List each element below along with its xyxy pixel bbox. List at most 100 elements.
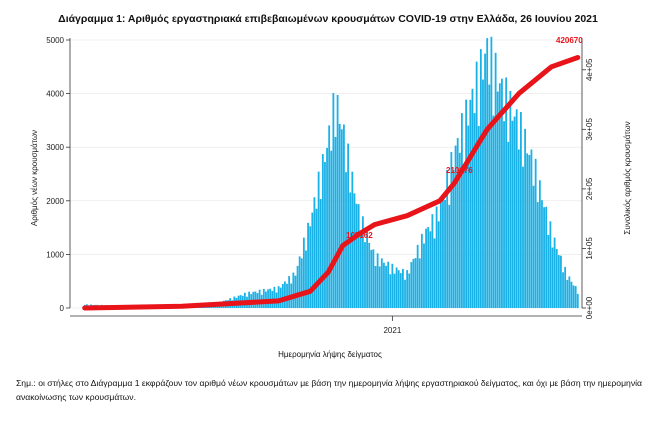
daily-bar (513, 116, 516, 308)
daily-bar (302, 237, 305, 308)
daily-bar (376, 253, 379, 308)
daily-bar (437, 221, 440, 308)
daily-bar (553, 237, 556, 308)
daily-bar (526, 153, 529, 308)
daily-bar (406, 270, 409, 308)
daily-bar (427, 227, 430, 308)
daily-bar (328, 125, 331, 308)
daily-bar (412, 258, 415, 308)
cumulative-cases-line (82, 55, 581, 311)
daily-bar (281, 283, 284, 308)
daily-bar (549, 221, 552, 308)
daily-bar (429, 231, 432, 308)
daily-bar (568, 276, 571, 308)
daily-bar (509, 90, 512, 308)
daily-bar (340, 129, 343, 308)
daily-bar (330, 150, 333, 308)
daily-bar (425, 228, 427, 308)
daily-cases-bars (83, 36, 579, 309)
daily-bar (522, 166, 524, 308)
daily-bar (448, 204, 451, 308)
y-tick-label: 0 (60, 304, 65, 313)
daily-bar (374, 266, 377, 308)
daily-bar (418, 258, 421, 308)
daily-bar (446, 170, 449, 308)
chart-title: Διάγραμμα 1: Αριθμός εργαστηριακά επιβεβ… (58, 13, 598, 25)
annotation-420670: 420670 (556, 36, 583, 45)
daily-bar (471, 88, 474, 308)
y-tick-label: 3000 (46, 143, 64, 152)
daily-bar (477, 125, 480, 309)
daily-bar (570, 281, 573, 308)
daily-bar (562, 272, 564, 308)
y2-tick-label: 0e+00 (585, 296, 594, 319)
daily-bar (503, 121, 505, 308)
daily-bar (450, 151, 453, 308)
daily-bar (475, 61, 478, 308)
daily-bar (538, 180, 541, 308)
daily-bar (361, 216, 364, 308)
daily-bar (397, 270, 400, 308)
daily-bar (267, 289, 269, 308)
daily-bar (366, 231, 368, 308)
daily-bar (536, 202, 539, 308)
daily-bar (395, 267, 398, 308)
daily-bar (408, 273, 411, 308)
daily-bar (456, 137, 459, 308)
daily-bar (380, 258, 383, 308)
daily-bar (482, 79, 484, 308)
daily-bar (532, 185, 535, 308)
daily-bar (402, 268, 404, 308)
daily-bar (378, 266, 381, 308)
daily-bar (547, 234, 550, 308)
daily-bar (517, 149, 520, 308)
x-axis-label: Ημερομηνία λήψης δείγματος (278, 350, 382, 359)
daily-bar (296, 265, 299, 308)
footnote: Σημ.: οι στήλες στο Διάγραμμα 1 εκφράζου… (16, 378, 642, 402)
daily-bar (416, 244, 419, 308)
daily-bar (574, 286, 577, 308)
daily-bar (324, 162, 326, 308)
daily-bar (387, 261, 390, 308)
daily-bar (505, 77, 508, 308)
daily-bar (519, 112, 522, 308)
daily-bar (298, 256, 301, 308)
daily-bar (433, 238, 436, 308)
y2-axis-label: Συνολικός αριθμός κρουσμάτων (623, 121, 632, 234)
daily-bar (383, 262, 385, 308)
x-tick-label: 2021 (383, 326, 401, 335)
daily-bar (467, 125, 470, 308)
daily-bar (555, 248, 558, 308)
y2-tick-label: 1e+05 (585, 237, 594, 260)
daily-bar (248, 291, 250, 308)
daily-bar (560, 255, 562, 308)
daily-bar (511, 120, 514, 309)
daily-bar (515, 109, 518, 308)
daily-bar (319, 199, 322, 308)
daily-bar (452, 170, 455, 308)
daily-bar (292, 272, 295, 308)
daily-bar (385, 265, 387, 308)
daily-bar (414, 258, 417, 308)
daily-bar (465, 99, 468, 308)
daily-bar (332, 93, 335, 308)
daily-bar (307, 222, 309, 308)
daily-bar (534, 158, 537, 308)
daily-bar (343, 124, 345, 308)
daily-bar (321, 154, 324, 308)
daily-bar (334, 136, 337, 308)
daily-bar (492, 115, 495, 308)
daily-bar (442, 195, 444, 308)
daily-bar (353, 193, 356, 308)
y-tick-label: 5000 (46, 36, 64, 45)
daily-bar (458, 152, 461, 308)
daily-bar (496, 91, 499, 308)
axes: 0 1000 2000 3000 4000 5000 0e+00 1e+05 2e+05 3e+0… (46, 36, 594, 335)
daily-bar (566, 279, 569, 308)
daily-bar (315, 208, 318, 308)
daily-bar (391, 263, 394, 308)
daily-bar (551, 247, 554, 308)
daily-bar (359, 233, 362, 308)
annotation-210176: 210176 (446, 166, 473, 175)
